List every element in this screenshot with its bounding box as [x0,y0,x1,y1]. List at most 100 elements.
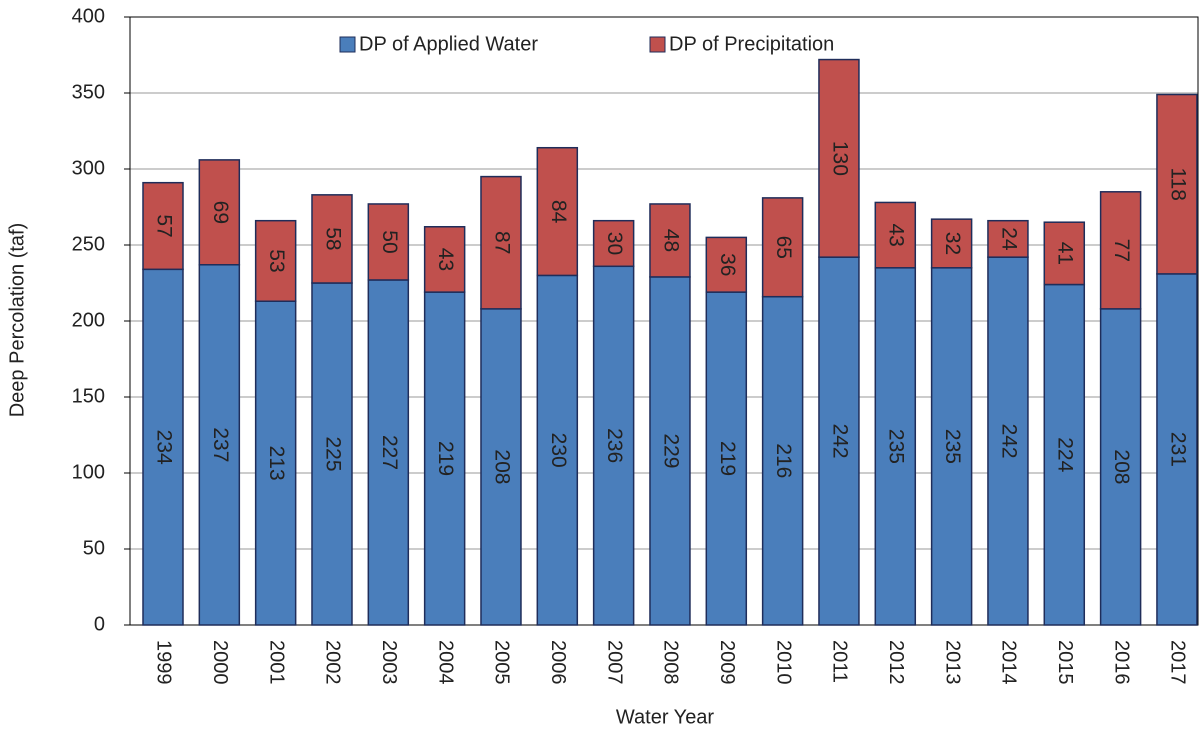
data-label: 69 [209,201,232,224]
x-tick-label: 2006 [547,640,569,685]
data-label: 242 [997,424,1020,459]
y-tick-label: 100 [72,461,105,483]
bar-segment [142,268,184,626]
y-tick-label: 350 [72,81,105,103]
data-label: 24 [997,227,1020,251]
bar-segment [818,256,860,626]
y-tick-label: 250 [72,233,105,255]
data-label: 219 [716,441,739,476]
y-tick-label: 150 [72,385,105,407]
x-tick-label: 2009 [716,640,738,685]
bar-segment [987,256,1029,626]
bar-segment [705,236,748,293]
data-label: 229 [659,433,682,468]
bar-segment [930,218,973,269]
data-label: 130 [828,141,851,176]
bar-segment [649,203,691,278]
bar-segment [1156,93,1198,275]
bar-segment [198,159,241,266]
x-tick-label: 2013 [941,640,963,685]
data-label: 32 [941,232,964,255]
x-tick-label: 2003 [378,640,400,685]
x-tick-label: 2000 [209,640,231,685]
x-tick-label: 2002 [322,640,344,685]
x-tick-label: 2001 [265,640,287,685]
bar-segment [254,219,297,302]
data-label: 57 [152,214,175,237]
data-label: 235 [885,429,908,464]
data-label: 230 [547,433,570,468]
data-label: 231 [1166,432,1189,467]
data-label: 87 [490,231,513,254]
bar-segment [423,291,466,626]
data-label: 84 [547,200,570,224]
bar-segment [480,308,522,626]
y-tick-label: 200 [72,309,105,331]
data-label: 118 [1166,167,1189,200]
data-label: 65 [772,236,795,259]
x-tick-label: 2010 [772,640,794,685]
data-label: 236 [603,428,626,463]
bar-segment [592,265,635,626]
data-label: 208 [490,449,513,484]
y-tick-label: 0 [94,613,105,635]
data-label: 225 [321,436,344,471]
bar-segment [367,203,410,281]
bar-segment [254,300,297,626]
data-label: 237 [209,427,232,462]
x-axis-title: Water Year [616,706,715,728]
bar-segment [705,291,748,626]
legend-swatch [339,36,356,53]
y-tick-label: 300 [72,157,105,179]
bar-segment [1099,191,1142,310]
x-tick-label: 2014 [998,640,1020,685]
bar-segment [874,201,917,269]
data-label: 58 [321,227,344,250]
x-tick-label: 2004 [434,640,456,685]
data-label: 234 [152,430,175,465]
data-label: 219 [434,441,457,476]
data-label: 43 [434,248,457,271]
bar-segment [311,194,353,284]
bar-segment [423,226,466,293]
x-tick-label: 2011 [829,640,851,683]
data-label: 216 [772,443,795,478]
x-tick-label: 2015 [1054,640,1076,685]
bar-segment [1043,221,1086,286]
x-tick-label: 2016 [1110,640,1132,685]
y-tick-label: 400 [72,5,105,27]
bar-segment [761,197,804,298]
legend-label: DP of Applied Water [359,33,538,55]
bar-segment [142,181,184,271]
bar-segment [987,219,1029,258]
x-tick-label: 2007 [603,640,625,685]
y-axis-title: Deep Percolation (taf) [6,223,28,418]
data-label: 53 [265,249,288,272]
bar-segment [536,146,579,277]
bar-segment [367,279,410,626]
x-tick-label: 2008 [660,640,682,685]
bar-segment [1099,308,1142,626]
x-tick-label: 2017 [1167,640,1189,685]
bar-segment [818,58,860,258]
bar-segment [874,267,917,626]
x-tick-label: 1999 [153,640,175,685]
x-tick-label: 2012 [885,640,907,685]
bar-segment [1043,283,1086,626]
bar-segment [930,267,973,626]
bar-segment [761,295,804,626]
bar-segment [592,219,635,268]
legend-swatch [649,36,666,53]
bar-segment [198,264,241,626]
data-label: 235 [941,429,964,464]
data-label: 41 [1054,242,1077,265]
bar-segment [311,282,353,626]
data-label: 242 [828,424,851,459]
y-tick-label: 50 [83,537,105,559]
data-label: 48 [659,229,682,252]
x-tick-label: 2005 [491,640,513,685]
data-label: 77 [1110,239,1133,262]
bar-segment [536,274,579,626]
bar-segment [1156,273,1198,626]
